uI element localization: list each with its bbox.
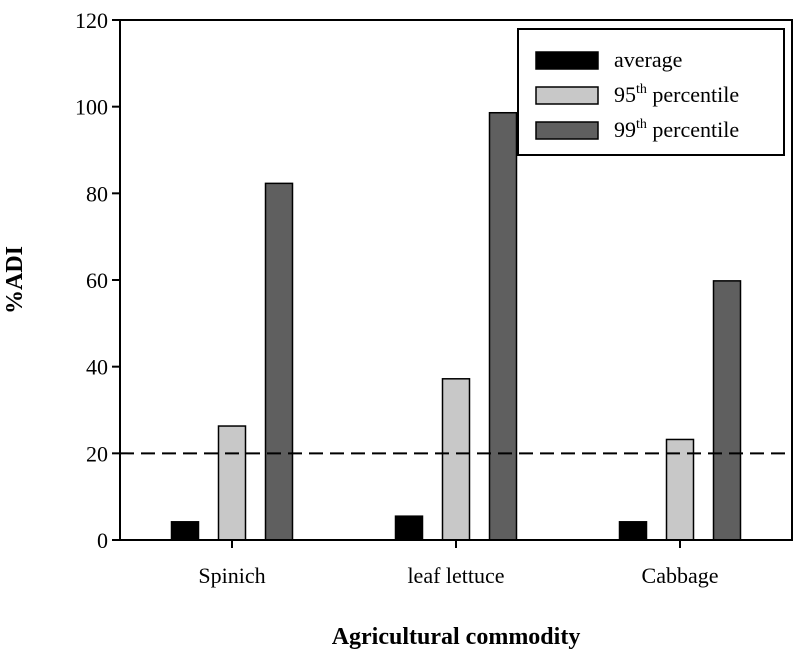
bar-spinich-p95 (217, 425, 247, 541)
y-tick-label: 100 (75, 95, 108, 120)
bar-cabbage-p95 (665, 438, 695, 541)
legend-swatch (535, 121, 599, 140)
legend-swatch (535, 86, 599, 105)
y-tick-label: 20 (86, 441, 108, 466)
bar-spinich-average (170, 521, 200, 541)
y-axis-title: %ADI (2, 246, 28, 314)
x-axis: Spinich leaf lettuce Cabbage (198, 540, 718, 588)
x-tick-label: leaf lettuce (407, 563, 504, 588)
bar-spinich-p99 (264, 182, 294, 541)
legend-label: average (614, 47, 682, 72)
y-tick-label: 40 (86, 355, 108, 380)
bar-cabbage-p99 (712, 280, 742, 541)
y-tick-label: 60 (86, 268, 108, 293)
bar-leaf-lettuce-p95 (441, 378, 471, 541)
bars-layer (170, 111, 742, 541)
bar-leaf-lettuce-p99 (488, 111, 518, 541)
legend-label: 95th percentile (614, 82, 739, 107)
x-tick-label: Spinich (198, 563, 265, 588)
bar-leaf-lettuce-average (394, 515, 424, 541)
y-axis: 0 20 40 60 80 100 120 (75, 8, 120, 553)
legend-swatch (535, 51, 599, 70)
bar-cabbage-average (618, 521, 648, 541)
y-tick-label: 120 (75, 8, 108, 33)
y-tick-label: 80 (86, 181, 108, 206)
x-axis-title: Agricultural commodity (332, 624, 581, 650)
legend: average 95th percentile 99th percentile (517, 28, 785, 156)
x-tick-label: Cabbage (642, 563, 719, 588)
y-tick-label: 0 (97, 528, 108, 553)
legend-label: 99th percentile (614, 117, 739, 142)
